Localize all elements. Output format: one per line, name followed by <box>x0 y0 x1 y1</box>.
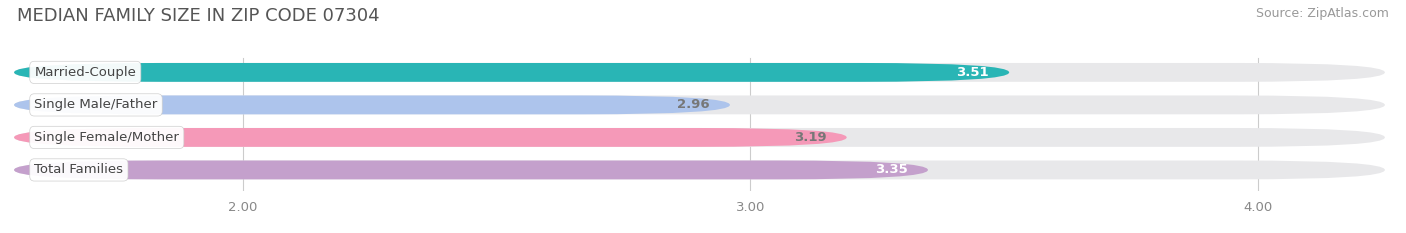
Text: MEDIAN FAMILY SIZE IN ZIP CODE 07304: MEDIAN FAMILY SIZE IN ZIP CODE 07304 <box>17 7 380 25</box>
FancyBboxPatch shape <box>14 161 928 179</box>
Text: Single Male/Father: Single Male/Father <box>34 98 157 111</box>
FancyBboxPatch shape <box>14 128 1385 147</box>
Text: 2.96: 2.96 <box>678 98 710 111</box>
FancyBboxPatch shape <box>14 63 1010 82</box>
Text: Single Female/Mother: Single Female/Mother <box>34 131 179 144</box>
Text: Total Families: Total Families <box>34 163 124 176</box>
FancyBboxPatch shape <box>14 96 1385 114</box>
Text: Source: ZipAtlas.com: Source: ZipAtlas.com <box>1256 7 1389 20</box>
FancyBboxPatch shape <box>14 96 730 114</box>
FancyBboxPatch shape <box>14 161 1385 179</box>
Text: 3.35: 3.35 <box>875 163 908 176</box>
FancyBboxPatch shape <box>14 128 846 147</box>
Text: 3.19: 3.19 <box>794 131 827 144</box>
FancyBboxPatch shape <box>14 63 1385 82</box>
Text: 3.51: 3.51 <box>956 66 988 79</box>
Text: Married-Couple: Married-Couple <box>34 66 136 79</box>
